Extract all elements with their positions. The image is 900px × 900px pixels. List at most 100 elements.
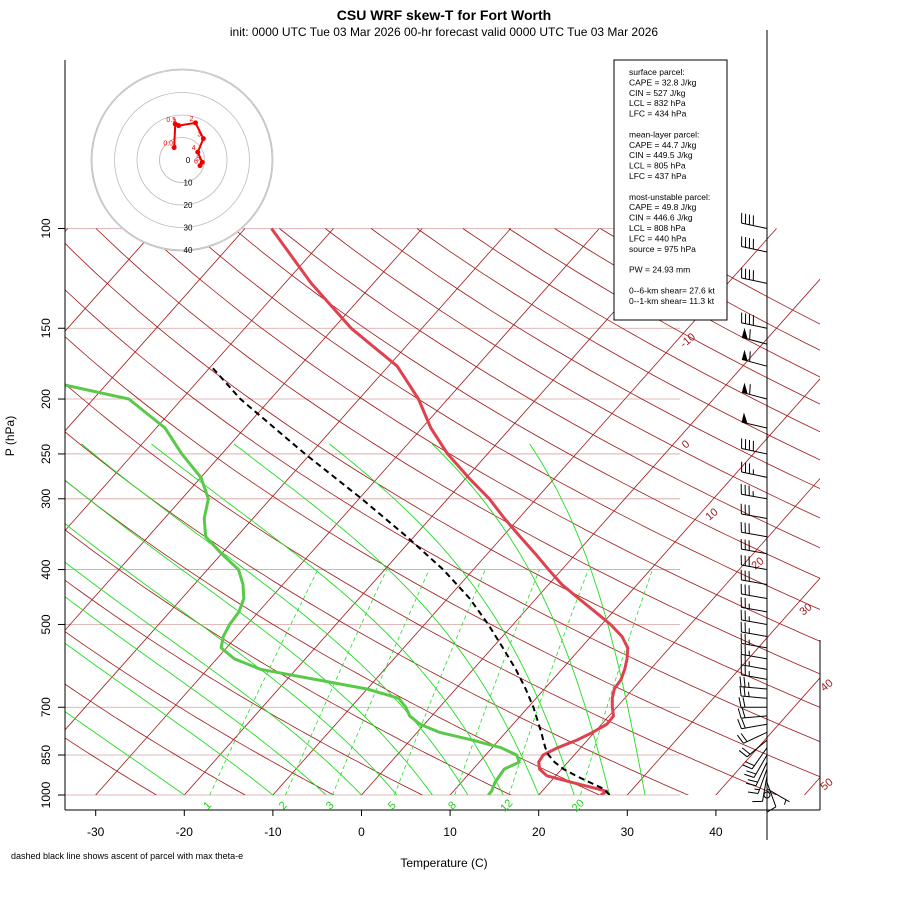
hodograph-point-label: 0.01 [163,141,177,148]
x-tick-label: -30 [87,825,105,839]
moist-adiabat [65,642,274,795]
dry-adiabat [187,228,820,610]
wind-barb [740,503,768,519]
moist-adiabat [431,443,611,795]
isotherm-line [715,677,820,795]
moist-adiabat [65,711,185,795]
wind-barb [744,754,768,779]
stats-line: CAPE = 32.8 J/kg [629,77,697,87]
wind-barb [740,609,768,625]
dry-adiabat [141,228,820,642]
y-tick-label: 700 [39,697,53,717]
hodograph-point [176,123,182,129]
stats-line: LCL = 805 hPa [629,161,686,171]
mixing-ratio-line [394,569,486,795]
y-axis-label: P (hPa) [3,416,17,456]
isotherm-line [95,228,600,795]
wind-barb [737,707,768,719]
dry-adiabat [65,737,158,795]
hodograph-point-label: 5 [196,155,200,162]
stats-line: PW = 24.93 mm [629,265,690,275]
stats-line: source = 975 hPa [629,244,696,254]
dry-adiabat [65,683,246,795]
hodograph-ring [91,69,273,251]
dewpoint-line [65,383,521,795]
mixing-ratio-label: 20 [570,797,587,814]
wind-barb [740,521,768,538]
wind-barb [741,461,768,478]
wind-barb [740,597,768,613]
wind-barb [740,484,768,500]
y-tick-label: 500 [39,614,53,634]
isotherm-line [272,228,777,795]
wind-barb [740,621,768,637]
stats-line: LFC = 434 hPa [629,109,687,119]
wind-barb [737,718,768,730]
dry-adiabat [65,579,424,795]
y-tick-label: 1000 [39,781,53,808]
parcel-footnote: dashed black line shows ascent of parcel… [11,851,243,861]
y-tick-label: 200 [39,389,53,409]
wind-barb [741,349,768,367]
stats-line: CIN = 527 J/kg [629,88,686,98]
stats-line: mean-layer parcel: [629,129,699,139]
hodograph-point [193,120,198,126]
chart-subtitle: init: 0000 UTC Tue 03 Mar 2026 00-hr for… [230,25,659,39]
hodograph-ring-label: 40 [184,246,193,255]
wind-barb [740,633,768,649]
dry-adiabat [65,479,601,795]
stats-line: LCL = 808 hPa [629,223,686,233]
y-tick-label: 300 [39,488,53,508]
isotherm-line [65,228,157,332]
stats-line: LFC = 437 hPa [629,171,687,181]
isotherm-line [65,228,246,432]
wind-barb [741,236,768,253]
dry-adiabat [65,242,820,708]
isotherm-line [65,228,69,233]
dry-adiabat [233,228,820,579]
wind-barb [747,768,768,795]
x-tick-label: 20 [532,825,546,839]
dry-adiabat [65,383,778,795]
isotherm-label: 30 [798,601,815,618]
mixing-ratio-line [454,569,540,795]
hodograph-point [195,149,201,155]
isotherm-line [803,776,820,795]
moist-adiabat [65,479,433,795]
wind-barb [739,685,768,699]
dry-adiabat [279,228,820,549]
isobar-lines [65,228,680,796]
hodograph-point [171,145,177,151]
isotherm-line [183,228,689,795]
hodograph-ring [114,92,250,228]
stats-line: CIN = 446.6 J/kg [629,213,693,223]
mixing-ratio-line [209,569,319,795]
x-tick-label: 40 [709,825,723,839]
x-tick-label: 0 [358,825,365,839]
stats-line: CIN = 449.5 J/kg [629,150,693,160]
wind-barbs [736,30,790,840]
hodograph-point-label: 4 [192,145,196,152]
mixing-ratio-line [332,569,430,795]
isotherm-line [65,228,512,731]
hodograph-ring [136,114,228,206]
plot-frame [64,60,821,811]
parcel-line [210,365,611,795]
stats-line: 0--1-km shear= 11.3 kt [629,296,715,306]
isotherm-label: 0 [680,438,692,451]
stats-line: most-unstable parcel: [629,192,710,202]
hodograph-ring [159,137,205,183]
moist-adiabat [65,523,398,795]
wind-barb [736,731,768,744]
dry-adiabat [325,228,820,519]
wind-barb [741,267,768,284]
hodograph-point-label: 1 [173,119,177,126]
wind-barb [740,654,768,670]
wind-barb [740,554,768,571]
wind-barb [766,788,790,805]
wind-barb [740,664,768,680]
isotherm-label: 50 [819,776,836,793]
wind-barb [752,775,768,803]
